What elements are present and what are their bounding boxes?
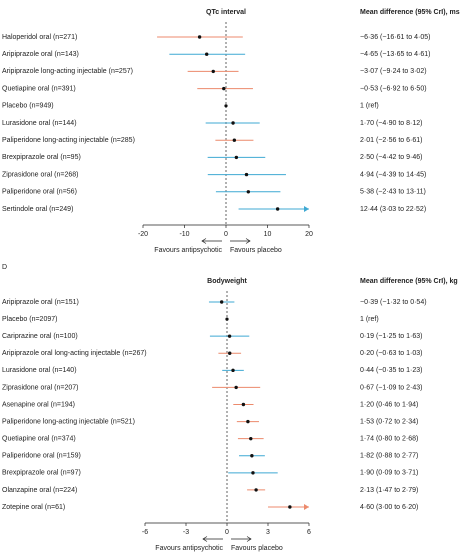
x-tick-label: -10 [179, 231, 189, 238]
annotation: Favours antipsychotic [154, 247, 222, 254]
panel-title: Bodyweight [207, 278, 247, 285]
row-label: Brexpiprazole oral (n=95) [2, 154, 81, 161]
value-label: −6·36 (−16·61 to 4·05) [360, 34, 430, 41]
row-label: Zotepine oral (n=61) [2, 504, 65, 511]
value-label: 4·94 (−4·39 to 14·45) [360, 171, 426, 178]
estimate [275, 207, 280, 211]
estimate [288, 505, 292, 509]
row-label: Paliperidone long-acting injectable (n=2… [2, 137, 135, 144]
row-label: Lurasidone oral (n=140) [2, 367, 77, 374]
value-label: 1·90 (0·09 to 3·71) [360, 470, 418, 477]
row-label: Cariprazine oral (n=100) [2, 333, 78, 340]
x-tick-label: 6 [307, 529, 311, 536]
estimate [246, 190, 251, 194]
row-label: Brexpiprazole oral (n=97) [2, 470, 81, 477]
ci-arrow [304, 206, 309, 212]
x-tick-label: -6 [142, 529, 148, 536]
reference-dot [225, 317, 229, 321]
row-label: Quetiapine oral (n=374) [2, 436, 76, 443]
value-label: 2·13 (1·47 to 2·79) [360, 487, 418, 494]
value-label: 0·44 (−0·35 to 1·23) [360, 367, 422, 374]
row-label: Ziprasidone oral (n=207) [2, 384, 78, 391]
value-label: 0·20 (−0·63 to 1·03) [360, 350, 422, 357]
estimate [249, 436, 253, 441]
annotation: Favours antipsychotic [155, 545, 223, 552]
row-label: Paliperidone long-acting injectable (n=5… [2, 418, 135, 425]
estimate [219, 300, 224, 304]
row-label: Aripiprazole oral long-acting injectable… [2, 350, 147, 357]
value-label: 2·50 (−4·42 to 9·46) [360, 154, 422, 161]
estimate [234, 385, 238, 390]
row-label: Olanzapine oral (n=224) [2, 487, 77, 494]
value-label: 12·44 (3·03 to 22·52) [360, 206, 426, 213]
row-label: Sertindole oral (n=249) [2, 206, 73, 213]
x-tick-label: 20 [305, 231, 313, 238]
row-label: Placebo (n=949) [2, 103, 54, 110]
estimate [197, 35, 202, 39]
estimate [251, 471, 255, 475]
x-tick-label: 10 [264, 231, 272, 238]
annotation: Favours placebo [231, 545, 283, 552]
x-tick-label: 0 [224, 231, 228, 238]
reference-dot [224, 104, 228, 108]
estimate [232, 138, 237, 142]
estimate [227, 334, 232, 338]
arrow-right [231, 536, 252, 542]
estimate [211, 69, 215, 74]
value-label: 1·53 (0·72 to 2·34) [360, 418, 418, 425]
row-label: Paliperidone oral (n=159) [2, 453, 81, 460]
row-label: Ziprasidone oral (n=268) [2, 171, 78, 178]
x-tick-label: -3 [183, 529, 189, 536]
value-label: −3·07 (−9·24 to 3·02) [360, 68, 427, 75]
estimate [231, 368, 235, 373]
value-label: −4·65 (−13·65 to 4·61) [360, 51, 430, 58]
row-label: Quetiapine oral (n=391) [2, 85, 76, 92]
value-label: 1·20 (0·46 to 1·94) [360, 401, 418, 408]
value-label: 5·38 (−2·43 to 13·11) [360, 189, 426, 196]
value-label: −0·53 (−6·92 to 6·50) [360, 85, 427, 92]
row-label: Lurasidone oral (n=144) [2, 120, 77, 127]
row-label: Aripiprazole long-acting injectable (n=2… [2, 68, 133, 75]
row-label: Asenapine oral (n=194) [2, 401, 75, 408]
x-tick-label: 3 [266, 529, 270, 536]
arrow-left [201, 238, 222, 244]
panel-label: D [2, 264, 7, 271]
estimate [205, 52, 209, 56]
value-label: 2·01 (−2·56 to 6·61) [360, 137, 422, 144]
value-label: 0·19 (−1·25 to 1·63) [360, 333, 422, 340]
x-tick-label: -20 [138, 231, 148, 238]
value-label: 1 (ref) [360, 103, 379, 110]
estimate [234, 155, 239, 160]
value-label: 0·67 (−1·09 to 2·43) [360, 384, 422, 391]
panel-title: QTc interval [206, 9, 246, 16]
ci-arrow [304, 504, 309, 510]
value-label: −0·39 (−1·32 to 0·54) [360, 299, 427, 306]
value-header: Mean difference (95% CrI), ms [360, 9, 460, 16]
row-label: Placebo (n=2097) [2, 316, 57, 323]
arrow-left [202, 536, 223, 542]
value-label: 1·82 (0·88 to 2·77) [360, 453, 418, 460]
row-label: Aripiprazole oral (n=143) [2, 51, 79, 58]
row-label: Haloperidol oral (n=271) [2, 34, 77, 41]
estimate [244, 172, 249, 177]
estimate [250, 454, 254, 458]
estimate [254, 488, 258, 492]
estimate [222, 86, 226, 91]
estimate [231, 121, 235, 125]
row-label: Aripiprazole oral (n=151) [2, 299, 79, 306]
x-tick-label: 0 [225, 529, 229, 536]
estimate [228, 351, 232, 355]
value-label: 1·74 (0·80 to 2·68) [360, 436, 418, 443]
value-label: 1·70 (−4·90 to 8·12) [360, 120, 422, 127]
annotation: Favours placebo [230, 247, 282, 254]
value-label: 4·60 (3·00 to 6·20) [360, 504, 418, 511]
value-label: 1 (ref) [360, 316, 379, 323]
arrow-right [230, 238, 251, 244]
row-label: Paliperidone oral (n=56) [2, 189, 77, 196]
estimate [246, 419, 250, 424]
estimate [241, 402, 246, 407]
value-header: Mean difference (95% CrI), kg [360, 278, 458, 285]
